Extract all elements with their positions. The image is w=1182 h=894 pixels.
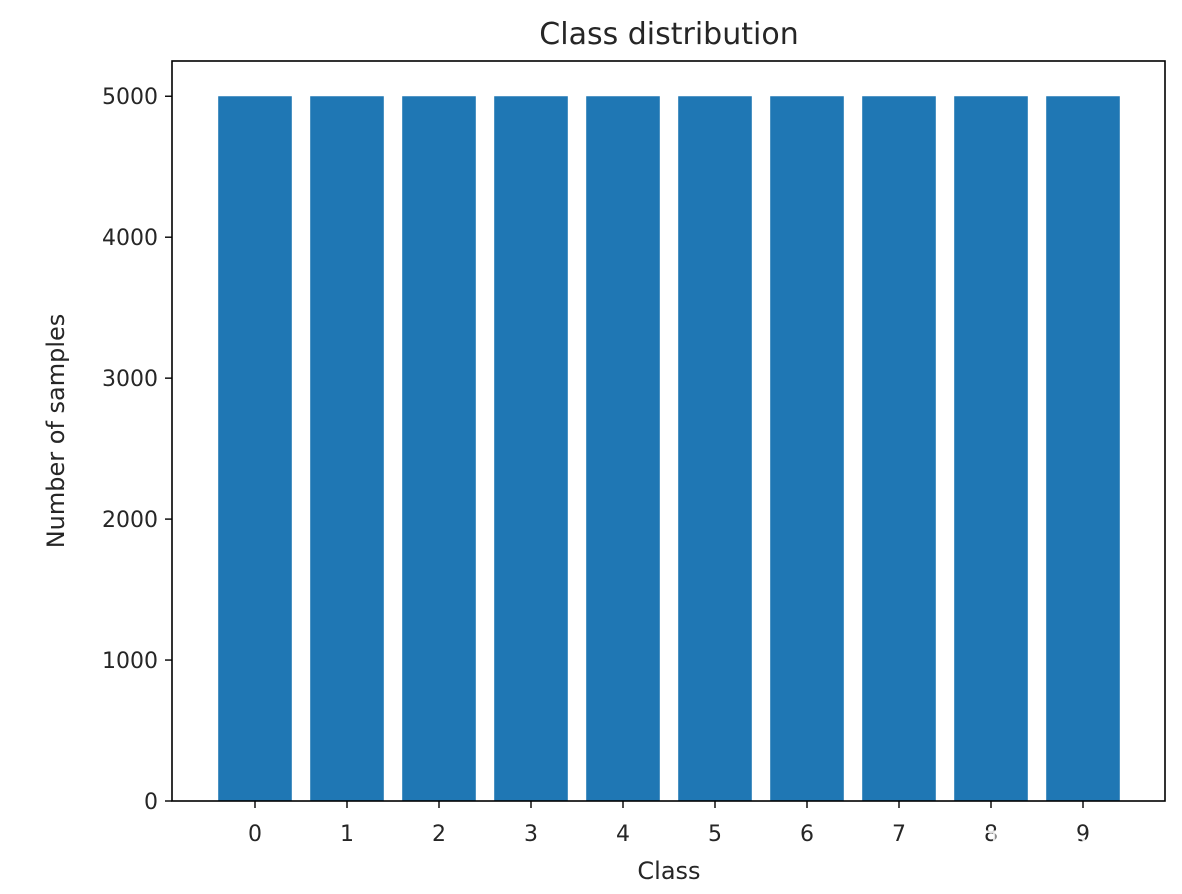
bar-class-0 xyxy=(218,96,292,801)
x-tick-label-2: 2 xyxy=(432,822,446,847)
bar-class-3 xyxy=(494,96,568,801)
x-tick-label-5: 5 xyxy=(708,822,722,847)
watermark-text: 知乎 @王几行xing xyxy=(864,826,1152,866)
bar-class-8 xyxy=(954,96,1028,801)
y-tick-label-3000: 3000 xyxy=(102,367,158,392)
plot-frame xyxy=(171,60,1166,802)
x-tick-label-0: 0 xyxy=(248,822,262,847)
bar-class-4 xyxy=(586,96,660,801)
bars-group xyxy=(218,96,1120,801)
y-tick-label-1000: 1000 xyxy=(102,649,158,674)
y-tick-label-2000: 2000 xyxy=(102,508,158,533)
x-axis-ticks: 0 1 2 3 4 5 6 7 8 9 xyxy=(248,801,1090,847)
y-tick-label-4000: 4000 xyxy=(102,226,158,251)
x-tick-label-9: 9 xyxy=(1076,822,1090,847)
x-tick-label-1: 1 xyxy=(340,822,354,847)
y-tick-label-0: 0 xyxy=(144,790,158,815)
bar-class-5 xyxy=(678,96,752,801)
bar-class-1 xyxy=(310,96,384,801)
y-tick-label-5000: 5000 xyxy=(102,85,158,110)
bar-class-2 xyxy=(402,96,476,801)
chart-title: Class distribution xyxy=(539,17,798,52)
bar-class-7 xyxy=(862,96,936,801)
y-axis-label: Number of samples xyxy=(42,314,70,549)
x-tick-label-8: 8 xyxy=(984,822,998,847)
x-tick-label-3: 3 xyxy=(524,822,538,847)
y-axis-ticks: 0 1000 2000 3000 4000 5000 xyxy=(102,85,172,815)
x-tick-label-7: 7 xyxy=(892,822,906,847)
bar-class-6 xyxy=(770,96,844,801)
x-tick-label-6: 6 xyxy=(800,822,814,847)
x-axis-label: Class xyxy=(637,857,700,885)
bar-class-9 xyxy=(1046,96,1120,801)
x-tick-label-4: 4 xyxy=(616,822,630,847)
